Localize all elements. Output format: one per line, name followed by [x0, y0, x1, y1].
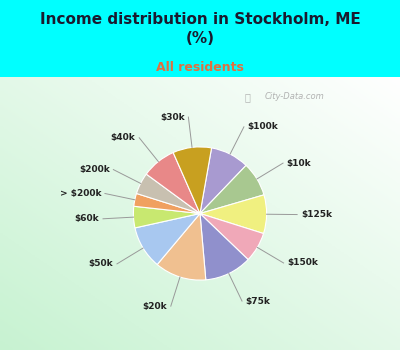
Text: $125k: $125k: [301, 210, 332, 219]
Text: Income distribution in Stockholm, ME
(%): Income distribution in Stockholm, ME (%): [40, 12, 360, 46]
Text: City-Data.com: City-Data.com: [265, 92, 325, 101]
Wedge shape: [173, 147, 212, 214]
Text: $40k: $40k: [111, 133, 136, 142]
Wedge shape: [136, 174, 200, 214]
Text: $20k: $20k: [142, 302, 167, 311]
Wedge shape: [157, 214, 206, 280]
Text: $50k: $50k: [89, 259, 113, 268]
Text: $60k: $60k: [75, 214, 99, 223]
Wedge shape: [200, 214, 248, 280]
Text: $150k: $150k: [287, 259, 318, 267]
Text: ⓘ: ⓘ: [244, 92, 250, 102]
Text: $75k: $75k: [246, 296, 270, 306]
Text: All residents: All residents: [156, 61, 244, 74]
Wedge shape: [134, 194, 200, 214]
Wedge shape: [133, 206, 200, 228]
Text: $100k: $100k: [248, 122, 278, 131]
Wedge shape: [135, 214, 200, 265]
Text: $200k: $200k: [79, 165, 110, 174]
Wedge shape: [200, 166, 264, 214]
Wedge shape: [146, 153, 200, 214]
Wedge shape: [200, 148, 246, 214]
Wedge shape: [200, 195, 267, 233]
Text: > $200k: > $200k: [60, 189, 101, 198]
Wedge shape: [200, 214, 264, 260]
Text: $30k: $30k: [160, 113, 185, 121]
Text: $10k: $10k: [287, 159, 311, 168]
